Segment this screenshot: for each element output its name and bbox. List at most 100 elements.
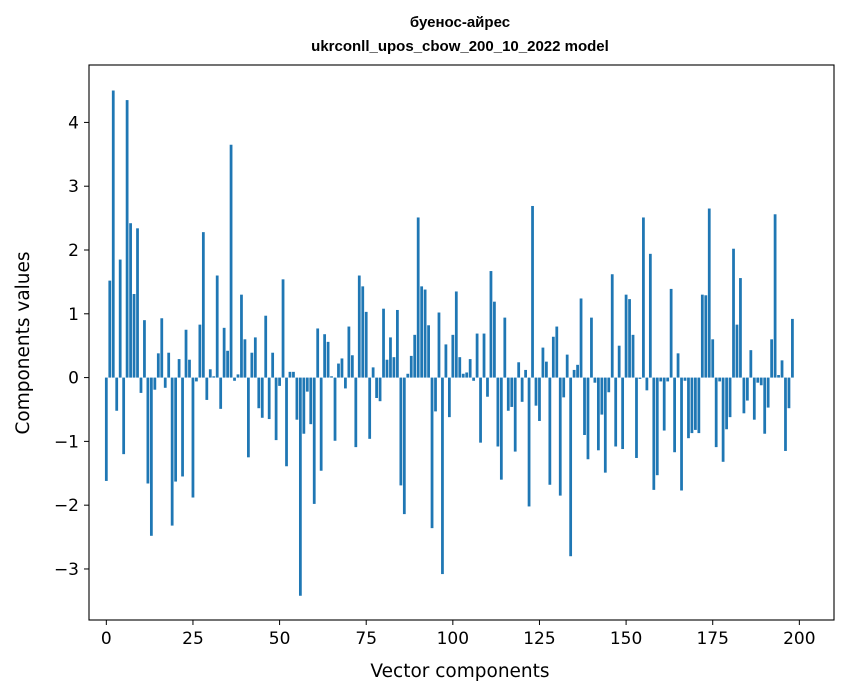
bar-165	[676, 353, 680, 378]
bar-118	[513, 377, 517, 452]
bar-27	[198, 324, 202, 378]
bar-189	[759, 377, 763, 386]
bar-66	[333, 377, 337, 441]
chart-title: буенос-айрес	[410, 14, 510, 31]
x-tick-label: 50	[269, 629, 291, 649]
bar-167	[683, 377, 687, 381]
bar-184	[742, 377, 746, 414]
bar-88	[409, 355, 413, 378]
bar-177	[718, 377, 722, 382]
bar-186	[749, 350, 753, 378]
bar-103	[461, 373, 465, 378]
bar-96	[437, 312, 441, 378]
bar-144	[603, 377, 607, 473]
bar-78	[375, 377, 378, 398]
bar-155	[642, 217, 645, 378]
bar-105	[468, 359, 472, 378]
bar-198	[791, 318, 794, 378]
bar-58	[305, 377, 309, 392]
bar-97	[441, 377, 444, 575]
bar-136	[576, 364, 579, 378]
bar-80	[382, 308, 385, 378]
x-tick-label: 150	[610, 629, 642, 649]
bar-44	[257, 377, 261, 409]
bar-116	[506, 377, 510, 411]
bar-22	[181, 377, 184, 477]
bar-20	[174, 377, 178, 482]
x-tick-label: 200	[783, 629, 815, 649]
bar-26	[195, 377, 198, 382]
bar-129	[551, 336, 555, 378]
bar-3	[115, 377, 119, 411]
bar-109	[482, 333, 486, 378]
bar-67	[337, 363, 340, 378]
bar-192	[770, 339, 774, 378]
bar-193	[773, 214, 777, 378]
bar-13	[149, 377, 153, 536]
bar-127	[545, 361, 548, 378]
bar-76	[368, 377, 372, 439]
bar-119	[517, 362, 521, 378]
bar-194	[777, 375, 780, 378]
bar-37	[233, 377, 236, 381]
bar-99	[447, 377, 451, 418]
bar-101	[454, 291, 458, 378]
bar-95	[434, 377, 437, 412]
bar-125	[538, 377, 541, 421]
bar-70	[347, 326, 351, 378]
bar-11	[143, 320, 146, 378]
bar-75	[364, 311, 368, 378]
bar-153	[635, 377, 638, 458]
bar-180	[728, 377, 732, 418]
bar-151	[628, 299, 631, 378]
bar-30	[208, 369, 212, 378]
y-tick-label: 1	[68, 305, 79, 325]
bar-142	[596, 377, 600, 451]
bar-197	[787, 377, 791, 409]
bar-92	[423, 289, 427, 378]
bar-196	[784, 377, 787, 451]
bar-124	[534, 377, 538, 406]
x-axis-ticks: 0 25 50 75 100 125 150 175 200	[101, 620, 816, 649]
y-tick-label: −3	[54, 560, 79, 580]
bar-148	[617, 345, 621, 378]
bar-72	[354, 377, 358, 448]
bar-54	[292, 371, 295, 378]
bar-175	[711, 339, 715, 378]
bar-74	[361, 286, 365, 378]
bar-108	[479, 377, 482, 443]
bar-131	[558, 377, 562, 496]
bar-122	[527, 377, 531, 507]
bar-139	[586, 377, 590, 460]
bar-7	[129, 223, 132, 378]
bar-195	[780, 360, 784, 378]
bar-117	[510, 377, 514, 407]
y-tick-label: −2	[54, 496, 79, 516]
bar-38	[236, 374, 240, 378]
bar-157	[648, 253, 652, 378]
bar-2	[111, 90, 115, 378]
bar-143	[600, 377, 604, 415]
bar-60	[312, 377, 316, 504]
bar-8	[132, 294, 136, 378]
bar-71	[350, 355, 354, 378]
bars-group	[104, 90, 794, 596]
bar-21	[177, 359, 181, 378]
bar-140	[590, 317, 593, 378]
bar-120	[520, 377, 524, 402]
bar-90	[416, 217, 420, 378]
bar-135	[572, 369, 576, 378]
bar-134	[569, 377, 573, 557]
bar-17	[163, 377, 167, 388]
x-tick-label: 25	[182, 629, 204, 649]
bar-150	[624, 294, 628, 378]
bar-166	[680, 377, 683, 491]
y-tick-label: 0	[68, 369, 79, 389]
bar-47	[267, 377, 271, 420]
bar-102	[458, 357, 462, 378]
bar-62	[319, 377, 323, 471]
bar-104	[465, 372, 469, 378]
bar-171	[697, 377, 701, 434]
y-tick-label: 4	[68, 113, 79, 133]
